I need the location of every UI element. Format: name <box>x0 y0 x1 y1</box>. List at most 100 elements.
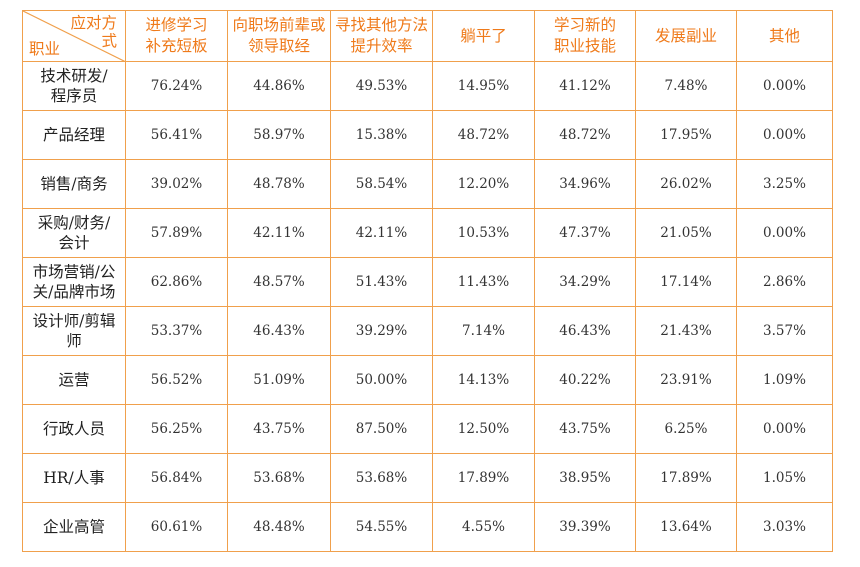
percentage-cell: 53.68% <box>227 453 331 503</box>
percentage-cell: 34.96% <box>534 159 636 209</box>
percentage-cell: 14.13% <box>432 355 535 405</box>
percentage-cell: 12.50% <box>432 404 535 454</box>
percentage-cell: 42.11% <box>330 208 433 258</box>
percentage-cell: 14.95% <box>432 61 535 111</box>
table-row: HR/人事 56.84% 53.68% 53.68% 17.89% 38.95% 17.89… <box>22 453 833 503</box>
row-label-cell: 市场营销/公关/品牌市场 <box>22 257 126 307</box>
percentage-cell: 51.09% <box>227 355 331 405</box>
column-header: 躺平了 <box>432 10 535 62</box>
percentage-cell: 17.14% <box>635 257 737 307</box>
table-body: 技术研发/程序员 76.24% 44.86% 49.53% 14.95% 41.12% 7.… <box>22 61 833 552</box>
column-header: 寻找其他方法提升效率 <box>330 10 433 62</box>
percentage-cell: 40.22% <box>534 355 636 405</box>
percentage-cell: 7.48% <box>635 61 737 111</box>
percentage-cell: 0.00% <box>736 110 833 160</box>
percentage-cell: 51.43% <box>330 257 433 307</box>
occupation-label: 采购/财务/会计 <box>37 214 111 252</box>
percentage-cell: 39.29% <box>330 306 433 356</box>
table-row: 运营 56.52% 51.09% 50.00% 14.13% 40.22% 23.91% 1.… <box>22 355 833 405</box>
corner-diagonal-line <box>23 11 125 61</box>
percentage-cell: 4.55% <box>432 502 535 552</box>
percentage-cell: 56.84% <box>125 453 228 503</box>
row-label-cell: 行政人员 <box>22 404 126 454</box>
table-row: 产品经理 56.41% 58.97% 15.38% 48.72% 48.72% 17.95%… <box>22 110 833 160</box>
percentage-cell: 3.57% <box>736 306 833 356</box>
occupation-label: HR/人事 <box>43 469 105 487</box>
percentage-cell: 34.29% <box>534 257 636 307</box>
occupation-label: 产品经理 <box>42 126 105 144</box>
percentage-cell: 21.43% <box>635 306 737 356</box>
percentage-cell: 46.43% <box>227 306 331 356</box>
occupation-label: 运营 <box>58 371 90 389</box>
percentage-cell: 53.68% <box>330 453 433 503</box>
percentage-cell: 3.03% <box>736 502 833 552</box>
percentage-cell: 53.37% <box>125 306 228 356</box>
header-row: 应对方式 职业 进修学习补充短板 向职场前辈或领导取经 寻找其他方法提升效率 躺… <box>22 10 833 62</box>
percentage-cell: 17.89% <box>432 453 535 503</box>
column-header: 其他 <box>736 10 833 62</box>
percentage-cell: 56.25% <box>125 404 228 454</box>
percentage-cell: 26.02% <box>635 159 737 209</box>
percentage-cell: 60.61% <box>125 502 228 552</box>
percentage-cell: 48.72% <box>534 110 636 160</box>
percentage-cell: 2.86% <box>736 257 833 307</box>
percentage-cell: 1.09% <box>736 355 833 405</box>
percentage-cell: 58.54% <box>330 159 433 209</box>
row-label-cell: 采购/财务/会计 <box>22 208 126 258</box>
percentage-cell: 17.89% <box>635 453 737 503</box>
column-header: 发展副业 <box>635 10 737 62</box>
percentage-cell: 48.78% <box>227 159 331 209</box>
occupation-label: 技术研发/程序员 <box>40 67 108 105</box>
occupation-label: 企业高管 <box>42 518 105 536</box>
table-row: 市场营销/公关/品牌市场 62.86% 48.57% 51.43% 11.43% 34.2… <box>22 257 833 307</box>
table-row: 采购/财务/会计 57.89% 42.11% 42.11% 10.53% 47.37% 21… <box>22 208 833 258</box>
percentage-cell: 39.02% <box>125 159 228 209</box>
occupation-label: 行政人员 <box>42 420 105 438</box>
response-by-occupation-table: 应对方式 职业 进修学习补充短板 向职场前辈或领导取经 寻找其他方法提升效率 躺… <box>22 10 833 552</box>
column-header: 学习新的职业技能 <box>534 10 636 62</box>
occupation-label: 销售/商务 <box>40 175 108 193</box>
corner-header-cell: 应对方式 职业 <box>22 10 126 62</box>
table-row: 行政人员 56.25% 43.75% 87.50% 12.50% 43.75% 6.25% 0… <box>22 404 833 454</box>
occupation-label: 市场营销/公关/品牌市场 <box>32 263 116 301</box>
percentage-cell: 17.95% <box>635 110 737 160</box>
row-label-cell: 技术研发/程序员 <box>22 61 126 111</box>
row-label-cell: 设计师/剪辑师 <box>22 306 126 356</box>
percentage-cell: 6.25% <box>635 404 737 454</box>
percentage-cell: 48.57% <box>227 257 331 307</box>
percentage-cell: 47.37% <box>534 208 636 258</box>
percentage-cell: 1.05% <box>736 453 833 503</box>
percentage-cell: 56.52% <box>125 355 228 405</box>
row-label-cell: 企业高管 <box>22 502 126 552</box>
percentage-cell: 43.75% <box>534 404 636 454</box>
percentage-cell: 48.72% <box>432 110 535 160</box>
percentage-cell: 10.53% <box>432 208 535 258</box>
percentage-cell: 12.20% <box>432 159 535 209</box>
table-row: 销售/商务 39.02% 48.78% 58.54% 12.20% 34.96% 26.02… <box>22 159 833 209</box>
percentage-cell: 56.41% <box>125 110 228 160</box>
percentage-cell: 50.00% <box>330 355 433 405</box>
percentage-cell: 3.25% <box>736 159 833 209</box>
percentage-cell: 76.24% <box>125 61 228 111</box>
percentage-cell: 11.43% <box>432 257 535 307</box>
percentage-cell: 46.43% <box>534 306 636 356</box>
percentage-cell: 62.86% <box>125 257 228 307</box>
row-label-cell: HR/人事 <box>22 453 126 503</box>
percentage-cell: 43.75% <box>227 404 331 454</box>
percentage-cell: 57.89% <box>125 208 228 258</box>
percentage-cell: 42.11% <box>227 208 331 258</box>
percentage-cell: 0.00% <box>736 404 833 454</box>
percentage-cell: 15.38% <box>330 110 433 160</box>
table-row: 技术研发/程序员 76.24% 44.86% 49.53% 14.95% 41.12% 7.… <box>22 61 833 111</box>
percentage-cell: 87.50% <box>330 404 433 454</box>
column-header: 进修学习补充短板 <box>125 10 228 62</box>
percentage-cell: 49.53% <box>330 61 433 111</box>
table-row: 企业高管 60.61% 48.48% 54.55% 4.55% 39.39% 13.64% 3… <box>22 502 833 552</box>
percentage-cell: 39.39% <box>534 502 636 552</box>
percentage-cell: 44.86% <box>227 61 331 111</box>
percentage-cell: 48.48% <box>227 502 331 552</box>
percentage-cell: 38.95% <box>534 453 636 503</box>
percentage-cell: 0.00% <box>736 208 833 258</box>
percentage-cell: 58.97% <box>227 110 331 160</box>
row-label-cell: 产品经理 <box>22 110 126 160</box>
